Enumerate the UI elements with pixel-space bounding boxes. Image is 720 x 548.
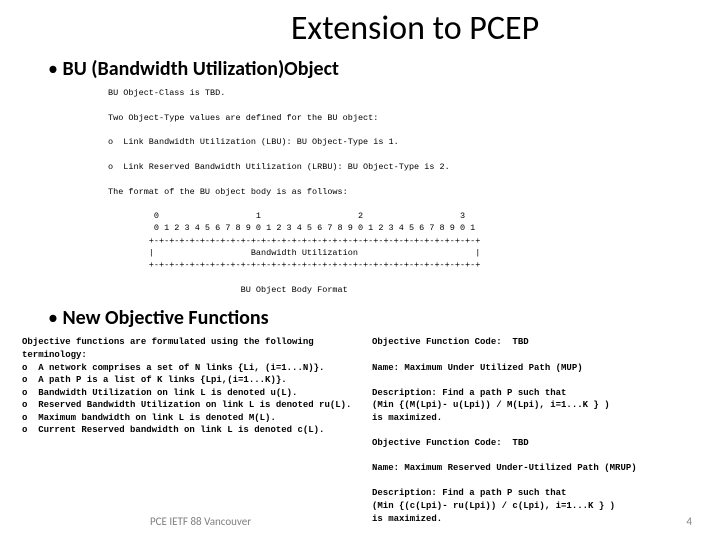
page-number: 4 — [686, 515, 692, 528]
bullet-bu-object: BU (Bandwidth Utilization)Object — [48, 57, 720, 81]
bu-object-spec: BU Object-Class is TBD. Two Object-Type … — [108, 87, 720, 296]
terminology-block: Objective functions are formulated using… — [22, 336, 362, 525]
footer-text: PCE IETF 88 Vancouver — [150, 515, 251, 528]
slide-title: Extension to PCEP — [110, 8, 720, 49]
objective-functions-columns: Objective functions are formulated using… — [0, 336, 720, 525]
bullet-objective-functions: New Objective Functions — [48, 306, 720, 330]
objective-codes-block: Objective Function Code: TBD Name: Maxim… — [372, 336, 637, 525]
